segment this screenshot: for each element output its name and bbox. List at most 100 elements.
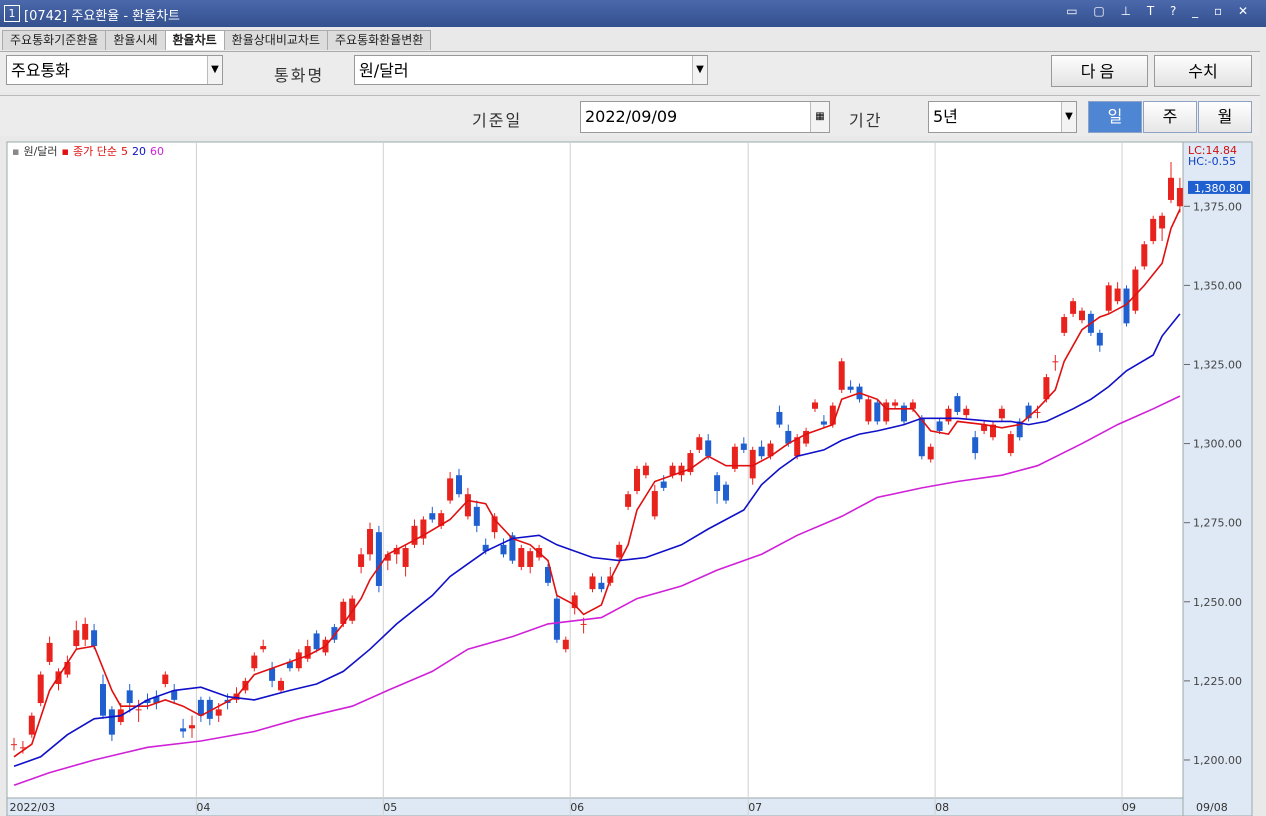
interval-button[interactable]: 일: [1088, 101, 1142, 133]
candle-body: [687, 453, 694, 473]
candle-body: [545, 566, 551, 583]
window-title: [0742] 주요환율 - 환율차트: [24, 9, 180, 24]
currency-select-text: 원/달러: [359, 61, 409, 80]
candle-body: [162, 674, 169, 685]
candle-body: [847, 386, 854, 390]
currency-select[interactable]: 원/달러 ▼: [354, 55, 708, 85]
toolbar-row: 주요통화 ▼ 통화명 원/달러 ▼ 다음 수치: [0, 51, 1260, 92]
x-tick-label: 07: [748, 801, 762, 814]
window-badge: 1: [4, 5, 20, 22]
x-tick-label: 06: [570, 801, 584, 814]
x-tick-label: 08: [935, 801, 949, 814]
tab[interactable]: 환율차트: [164, 30, 225, 50]
candle-body: [171, 690, 178, 700]
currency-label: 통화명: [274, 66, 325, 85]
candle-body: [660, 481, 667, 488]
candle-body: [820, 421, 827, 425]
candle-body: [1176, 187, 1183, 207]
date-input-text: 2022/09/09: [585, 107, 678, 126]
candle-body: [936, 421, 943, 431]
candle-body: [794, 437, 801, 457]
candle-body: [909, 402, 916, 409]
candle-body: [1159, 215, 1166, 229]
candle-body: [91, 630, 98, 647]
period-label: 기간: [849, 111, 883, 130]
y-tick-label: 1,325.00: [1193, 358, 1242, 371]
values-button[interactable]: 수치: [1154, 55, 1252, 87]
title-bar: 1 [0742] 주요환율 - 환율차트 ▭ ▢ ⊥ T ? _ ▫ ✕: [0, 0, 1266, 27]
candle-body: [367, 529, 373, 555]
candle-body: [438, 513, 445, 526]
candle-body: [865, 399, 872, 422]
candle-body: [482, 544, 489, 552]
tab[interactable]: 주요통화기준환율: [2, 30, 107, 50]
candle-body: [625, 494, 632, 507]
candle-body: [927, 446, 934, 460]
candle-body: [251, 655, 258, 669]
candle-body: [464, 494, 471, 517]
candle-body: [990, 424, 996, 438]
tab[interactable]: 주요통화환율변환: [327, 30, 432, 50]
candle-body: [402, 547, 409, 567]
end-date-label: 09/08: [1196, 801, 1228, 814]
candle-body: [304, 646, 311, 659]
candle-body: [340, 601, 347, 624]
tab[interactable]: 환율상대비교차트: [223, 30, 328, 50]
candle-body: [1061, 317, 1068, 333]
date-label: 기준일: [472, 111, 523, 130]
candle-body: [892, 402, 899, 406]
candle-body: [1105, 285, 1112, 311]
candle-body: [803, 430, 810, 444]
candle-body: [714, 475, 721, 492]
y-tick-label: 1,350.00: [1193, 279, 1242, 292]
candle-body: [64, 661, 71, 675]
y-tick-label: 1,225.00: [1193, 675, 1242, 688]
legend-entry: 5: [121, 145, 128, 158]
candle-body: [571, 595, 578, 609]
candle-body: [1114, 288, 1121, 302]
candle-body: [723, 484, 729, 501]
hc-label: HC:-0.55: [1188, 155, 1236, 168]
candle-body: [19, 747, 26, 749]
date-input[interactable]: 2022/09/09 ▦: [580, 101, 830, 133]
y-tick-label: 1,200.00: [1193, 754, 1242, 767]
interval-button[interactable]: 주: [1143, 101, 1197, 133]
interval-button[interactable]: 월: [1198, 101, 1252, 133]
candle-body: [1052, 361, 1059, 363]
candle-body: [313, 633, 320, 650]
candle-body: [767, 443, 774, 457]
tab[interactable]: 환율시세: [105, 30, 166, 50]
legend-marker: ▪: [62, 145, 69, 158]
candle-body: [11, 744, 17, 746]
candle-body: [37, 674, 44, 704]
candle-body: [678, 465, 685, 476]
x-tick-label: 05: [383, 801, 397, 814]
candle-body: [197, 699, 204, 716]
candle-body: [100, 684, 106, 716]
y-tick-label: 1,275.00: [1193, 517, 1242, 530]
period-select[interactable]: 5년 ▼: [928, 101, 1077, 133]
candle-body: [963, 408, 970, 416]
candle-body: [28, 715, 35, 735]
ma-line: [13, 395, 1181, 787]
group-select[interactable]: 주요통화 ▼: [6, 55, 223, 85]
candle-body: [82, 623, 89, 640]
period-select-text: 5년: [933, 107, 958, 126]
next-button[interactable]: 다음: [1051, 55, 1148, 87]
candle-body: [1070, 301, 1077, 314]
candle-body: [180, 728, 187, 732]
window-controls[interactable]: ▭ ▢ ⊥ T ? _ ▫ ✕: [1066, 4, 1254, 18]
candle-body: [1007, 434, 1014, 454]
candle-body: [393, 547, 400, 555]
candle-body: [500, 544, 507, 555]
candle-body: [135, 709, 142, 711]
plot-area: [6, 141, 1184, 799]
candle-body: [1016, 421, 1023, 438]
x-axis-panel: [6, 797, 1184, 816]
candle-body: [384, 554, 391, 561]
candle-body: [1132, 269, 1139, 311]
legend: ▪ 원/달러 ▪ 종가 단순 5 20 60: [12, 145, 164, 158]
candle-body: [580, 623, 587, 625]
group-select-text: 주요통화: [11, 61, 70, 80]
